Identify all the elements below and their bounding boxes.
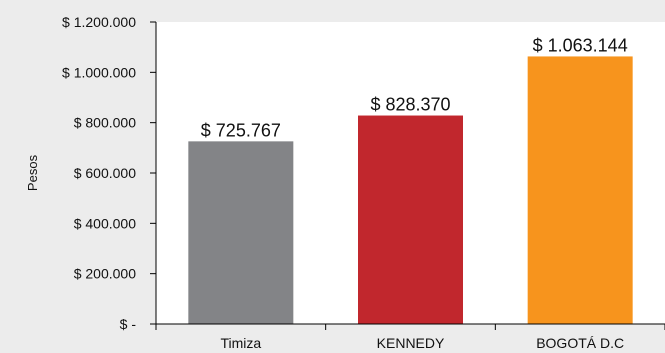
y-ticks-group: $ - $ 200.000 $ 400.000 $ 600.000 $ 800.000 $…: [62, 14, 156, 332]
x-ticks-group: Timiza KENNEDY BOGOTÁ D.C: [155, 324, 665, 351]
x-tick-label: KENNEDY: [377, 335, 445, 351]
x-tick-label: BOGOTÁ D.C: [536, 335, 624, 351]
y-tick-label: $ 1.000.000: [62, 64, 136, 80]
y-tick-label: $ 600.000: [74, 165, 136, 181]
y-tick-label: $ 1.200.000: [62, 14, 136, 30]
y-tick-label: $ 800.000: [74, 115, 136, 131]
bars-group: [188, 56, 633, 325]
data-label-0: $ 725.767: [201, 120, 281, 140]
y-tick-label: $ 400.000: [74, 215, 136, 231]
data-label-1: $ 828.370: [370, 95, 450, 115]
y-axis-title: Pesos: [25, 154, 40, 191]
bar-1: [358, 115, 463, 324]
data-labels-group: $ 725.767 $ 828.370 $ 1.063.144: [201, 35, 628, 140]
x-tick-label: Timiza: [220, 335, 261, 351]
y-tick-label: $ -: [120, 316, 137, 332]
bar-0: [188, 141, 294, 324]
bar-2: [527, 56, 633, 325]
data-label-2: $ 1.063.144: [533, 35, 628, 55]
y-tick-label: $ 200.000: [74, 266, 136, 282]
